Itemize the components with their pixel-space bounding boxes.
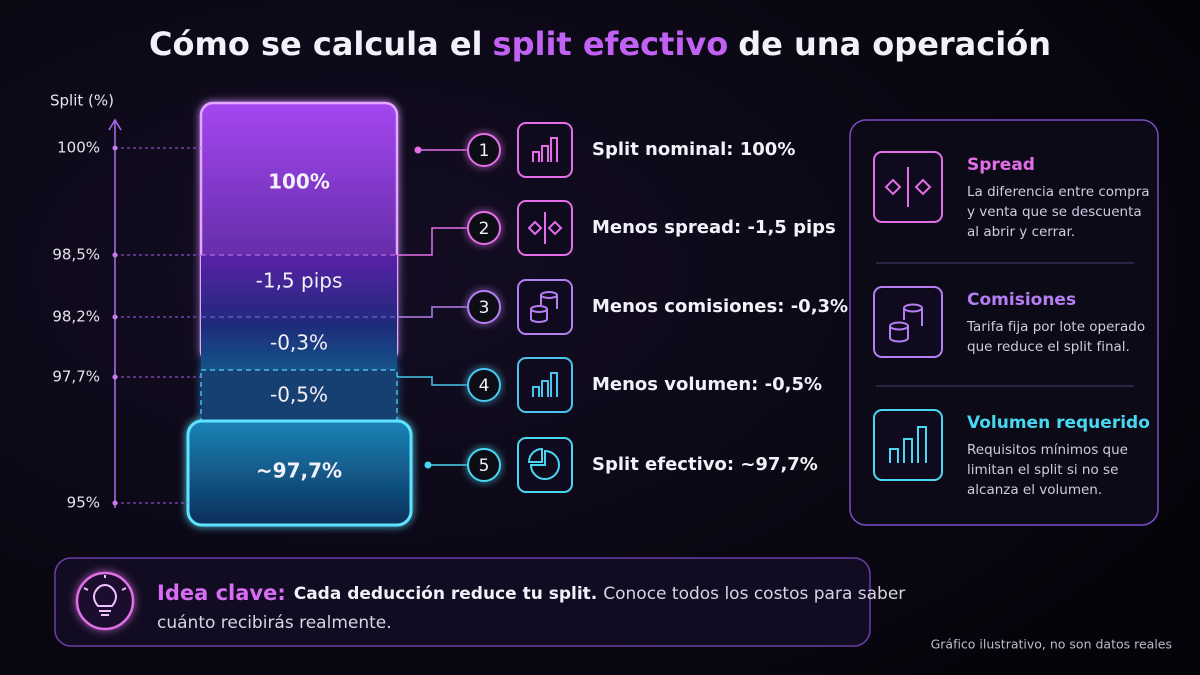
- axis-tick-label: 100%: [57, 139, 100, 157]
- icon-glyph: [532, 137, 558, 162]
- title: Cómo se calcula el split efectivo de una o…: [149, 25, 1051, 63]
- panel-title: Comisiones: [967, 290, 1076, 310]
- step-circle: [467, 368, 501, 402]
- title-part: Cómo se calcula el: [149, 25, 482, 63]
- tick-dot: [112, 314, 118, 320]
- axis-tick-label: 98,5%: [52, 246, 100, 264]
- key-text: cuánto recibirás realmente.: [157, 613, 392, 633]
- bar-label: 100%: [268, 170, 330, 194]
- step-text: Menos volumen: -0,5%: [592, 374, 822, 395]
- step-icon: [517, 200, 573, 256]
- icon-glyph: [889, 426, 927, 463]
- tick-dot: [112, 252, 118, 258]
- tick-dot: [112, 500, 118, 506]
- icon-glyph: [527, 212, 563, 244]
- panel-title: Spread: [967, 155, 1035, 175]
- footnote: Gráfico ilustrativo, no son datos reales: [931, 637, 1172, 652]
- panel-text: limitan el split si no se: [967, 462, 1118, 478]
- step-number: 2: [479, 219, 490, 239]
- icon-glyph: [884, 167, 932, 207]
- panel-icon: [873, 151, 943, 223]
- panel-text: alcanza el volumen.: [967, 482, 1102, 498]
- panel-title: Volumen requerido: [967, 413, 1150, 433]
- step-icon: [517, 279, 573, 335]
- step-circle: [467, 448, 501, 482]
- icon-box: [517, 122, 573, 178]
- icon-box: [873, 409, 943, 481]
- axis-tick-label: 95%: [67, 494, 100, 512]
- title-highlight: split efectivo: [493, 25, 729, 63]
- bar-mid: [201, 255, 397, 370]
- step-text: Menos spread: -1,5 pips: [592, 217, 836, 238]
- panel-text: que reduce el split final.: [967, 339, 1130, 355]
- icon-box: [517, 357, 573, 413]
- step-icon: [517, 357, 573, 413]
- icon-box: [873, 286, 943, 358]
- step-number: 4: [479, 376, 490, 396]
- key-text: Conoce todos los costos para saber: [603, 584, 905, 604]
- step-text: Split efectivo: ~97,7%: [592, 454, 818, 475]
- icon-glyph: [532, 372, 558, 397]
- step-circle: [467, 211, 501, 245]
- key-idea: Idea clave: Cada deducción reduce tu spli…: [157, 581, 905, 605]
- bar: [186, 101, 413, 527]
- bar-label: -1,5 pips: [256, 269, 343, 293]
- bulb-icon: [75, 571, 135, 631]
- icon-glyph: [527, 447, 560, 480]
- bulb-glyph: [83, 575, 127, 616]
- key-idea-box: [54, 557, 871, 647]
- axis-tick-label: 97,7%: [52, 368, 100, 386]
- icon-glyph: [530, 291, 559, 323]
- axis-label: Split (%): [50, 92, 114, 110]
- step-number: 3: [479, 298, 490, 318]
- step-number: 1: [479, 141, 490, 161]
- step-text: Menos comisiones: -0,3%: [592, 296, 848, 317]
- axis-arrow: [108, 118, 122, 131]
- step-icon: [517, 122, 573, 178]
- axis-tick-label: 98,2%: [52, 308, 100, 326]
- bar-label: ~97,7%: [256, 459, 342, 483]
- connector-dot: [414, 146, 422, 154]
- connector: [397, 227, 468, 256]
- tick-dot: [112, 374, 118, 380]
- step-circle: [467, 290, 501, 324]
- connector: [397, 376, 468, 386]
- panel-icon: [873, 409, 943, 481]
- panel-text: Tarifa fija por lote operado: [966, 319, 1145, 335]
- panel-icon: [873, 286, 943, 358]
- connector-dot: [424, 461, 432, 469]
- connector: [397, 306, 468, 318]
- panel-text: y venta que se descuenta: [967, 204, 1142, 220]
- step-icon: [517, 437, 573, 493]
- panel-text: al abrir y cerrar.: [967, 224, 1075, 240]
- panel-text: La diferencia entre compra: [967, 184, 1150, 200]
- icon-glyph: [889, 303, 924, 343]
- panel-text: Requisitos mínimos que: [967, 442, 1128, 458]
- step-circle: [467, 133, 501, 167]
- bar-label: -0,3%: [270, 331, 328, 355]
- key-label: Idea clave:: [157, 581, 286, 605]
- title-part: de una operación: [738, 25, 1051, 63]
- step-number: 5: [479, 456, 490, 476]
- step-text: Split nominal: 100%: [592, 139, 795, 160]
- bar-label: -0,5%: [270, 383, 328, 407]
- tick-dot: [112, 145, 118, 151]
- bar-final: [186, 419, 413, 527]
- key-bold: Cada deducción reduce tu split.: [294, 584, 598, 604]
